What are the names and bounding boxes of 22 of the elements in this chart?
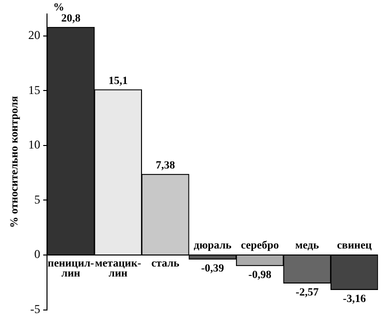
data-label: -3,16	[342, 292, 366, 305]
data-label: 20,8	[61, 12, 81, 24]
x-tick-label: метацик- лин	[95, 257, 142, 280]
y-tick-label: 20	[28, 28, 40, 42]
data-label: -0,39	[201, 262, 225, 275]
x-tick-label: медь	[295, 239, 320, 252]
x-tick-label: сталь	[151, 257, 180, 270]
data-label: 15,1	[108, 74, 128, 87]
text: %	[53, 1, 64, 14]
y-tick-label: -5	[30, 302, 40, 316]
x-tick-label: дюраль	[194, 239, 232, 252]
x-tick-label: свинец	[337, 239, 372, 252]
y-tick-label: 10	[28, 138, 40, 152]
x-tick-label: серебро	[240, 239, 280, 252]
y-axis-title: % относительно контроля	[8, 96, 20, 228]
y-tick-label: 5	[34, 192, 40, 206]
y-tick-label: 15	[28, 82, 40, 97]
x-tick-label: пеницил- лин	[48, 257, 94, 280]
y-tick-label: 0	[34, 247, 40, 262]
data-label: 7,38	[156, 160, 176, 172]
data-label: -0,98	[248, 269, 272, 282]
data-label: -2,57	[296, 286, 320, 299]
